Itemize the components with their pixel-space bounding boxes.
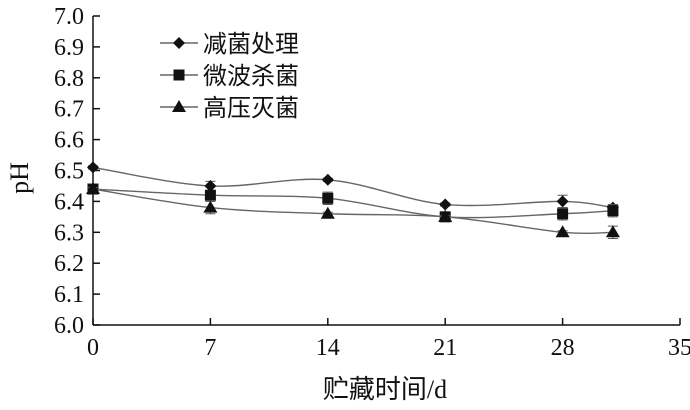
y-tick-label: 6.9 xyxy=(54,35,84,61)
data-point xyxy=(555,225,570,238)
legend-marker xyxy=(173,69,185,81)
data-point xyxy=(557,208,569,220)
data-point xyxy=(204,189,216,201)
x-axis-title: 贮藏时间/d xyxy=(323,375,447,404)
data-point xyxy=(607,205,619,217)
data-point xyxy=(556,195,569,208)
series-line xyxy=(92,188,613,219)
y-tick-label: 6.2 xyxy=(54,251,84,277)
y-tick-label: 6.7 xyxy=(54,97,84,123)
x-tick-label: 28 xyxy=(551,335,575,361)
data-point xyxy=(320,206,335,219)
series-diamond xyxy=(87,161,619,214)
x-tick-label: 7 xyxy=(204,335,216,361)
x-tick-label: 14 xyxy=(316,335,340,361)
y-tick-label: 6.4 xyxy=(54,189,84,215)
axes: 6.0 6.1 6.2 6.3 6.4 6.5 6.6 6.7 6.8 6.9 7.0 0 7 14 21 2… xyxy=(54,4,690,361)
legend-label: 减菌处理 xyxy=(203,30,299,58)
data-point xyxy=(86,182,100,195)
legend-marker xyxy=(173,37,185,49)
y-tick-label: 6.8 xyxy=(54,66,84,92)
data-point xyxy=(439,198,452,211)
y-tick-label: 6.3 xyxy=(54,220,84,246)
y-tick-label: 6.0 xyxy=(54,313,84,339)
y-tick-label: 6.1 xyxy=(54,282,84,308)
x-tick-label: 0 xyxy=(87,335,99,361)
x-tick-label: 21 xyxy=(433,335,457,361)
legend-marker xyxy=(172,100,186,112)
data-point xyxy=(605,225,620,238)
data-point xyxy=(87,161,99,174)
y-tick-label: 7.0 xyxy=(54,4,84,30)
legend-label: 微波杀菌 xyxy=(203,62,299,90)
legend-label: 高压灭菌 xyxy=(203,94,299,122)
y-tick-label: 6.6 xyxy=(54,128,84,154)
x-tick-label: 35 xyxy=(668,335,690,361)
y-tick-label: 6.5 xyxy=(54,159,84,185)
y-axis-title: pH xyxy=(5,162,34,194)
series-square xyxy=(87,183,619,223)
series-triangle xyxy=(86,182,620,239)
data-point xyxy=(322,192,334,204)
data-point xyxy=(203,200,218,213)
data-point xyxy=(438,209,453,222)
data-point xyxy=(204,179,217,192)
data-point xyxy=(321,173,334,186)
series-line xyxy=(92,188,613,235)
series-layer xyxy=(86,161,620,239)
